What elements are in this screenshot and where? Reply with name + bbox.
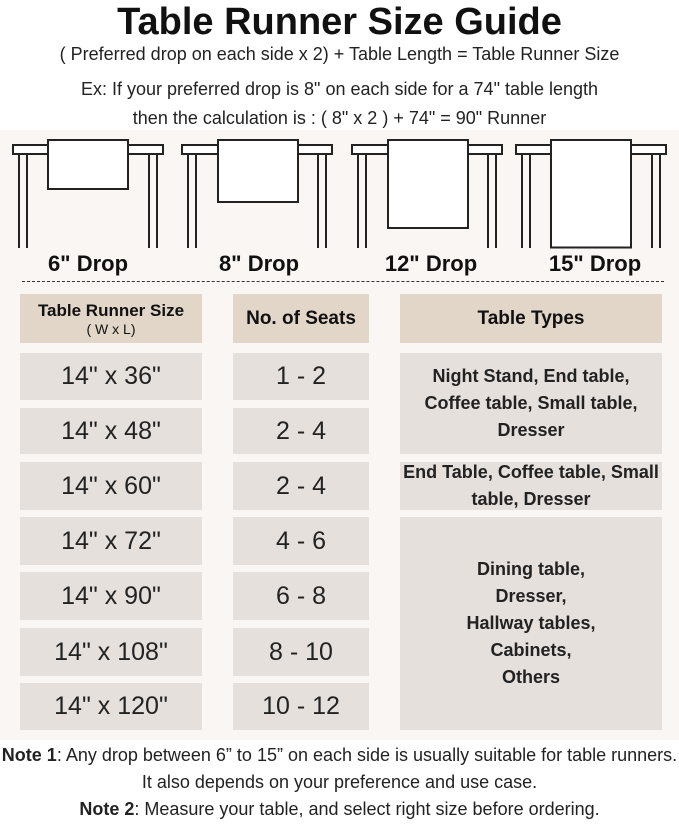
example-line-2: then the calculation is : ( 8" x 2 ) + 7… bbox=[132, 108, 547, 128]
row-size: 14" x 72" bbox=[20, 517, 202, 565]
row-size: 14" x 120" bbox=[20, 683, 202, 730]
header-size: Table Runner Size ( W x L) bbox=[20, 294, 202, 343]
types-large: Dining table, Dresser, Hallway tables, C… bbox=[400, 517, 662, 730]
drop-label-12: 12" Drop bbox=[384, 251, 478, 276]
header-size-label: Table Runner Size bbox=[37, 300, 185, 320]
runner bbox=[217, 139, 299, 203]
runner bbox=[47, 139, 129, 190]
row-size: 14" x 36" bbox=[20, 353, 202, 400]
row-seats: 1 - 2 bbox=[233, 353, 369, 400]
runner bbox=[387, 139, 469, 229]
row-seats: 8 - 10 bbox=[233, 628, 369, 676]
drop-illustrations bbox=[12, 139, 667, 249]
row-seats: 2 - 4 bbox=[233, 408, 369, 454]
header-size-sublabel: ( W x L) bbox=[86, 320, 136, 337]
formula: ( Preferred drop on each side x 2) + Tab… bbox=[59, 44, 620, 64]
row-size: 14" x 48" bbox=[20, 408, 202, 454]
note-2-text: : Measure your table, and select right s… bbox=[134, 799, 600, 819]
divider bbox=[22, 281, 664, 282]
note-1: Note 1: Any drop between 6” to 15” on ea… bbox=[0, 742, 679, 796]
row-size: 14" x 60" bbox=[20, 462, 202, 510]
example-line-1: Ex: If your preferred drop is 8" on each… bbox=[80, 79, 599, 99]
drop-label-15: 15" Drop bbox=[548, 251, 642, 276]
runner bbox=[550, 139, 632, 249]
drop-label-6: 6" Drop bbox=[47, 251, 129, 276]
drop-label-8: 8" Drop bbox=[218, 251, 300, 276]
row-seats: 2 - 4 bbox=[233, 462, 369, 510]
row-seats: 6 - 8 bbox=[233, 572, 369, 620]
note-1-text: : Any drop between 6” to 15” on each sid… bbox=[56, 745, 678, 792]
header-types: Table Types bbox=[400, 294, 662, 343]
types-medium: End Table, Coffee table, Small table, Dr… bbox=[400, 462, 662, 510]
notes: Note 1: Any drop between 6” to 15” on ea… bbox=[0, 742, 679, 823]
header-seats: No. of Seats bbox=[233, 294, 369, 343]
row-seats: 10 - 12 bbox=[233, 683, 369, 730]
note-1-label: Note 1 bbox=[1, 745, 57, 765]
page-title: Table Runner Size Guide bbox=[117, 1, 562, 43]
note-2: Note 2: Measure your table, and select r… bbox=[0, 796, 679, 823]
row-size: 14" x 90" bbox=[20, 572, 202, 620]
row-size: 14" x 108" bbox=[20, 628, 202, 676]
row-seats: 4 - 6 bbox=[233, 517, 369, 565]
types-small: Night Stand, End table, Coffee table, Sm… bbox=[400, 353, 662, 454]
note-2-label: Note 2 bbox=[79, 799, 135, 819]
